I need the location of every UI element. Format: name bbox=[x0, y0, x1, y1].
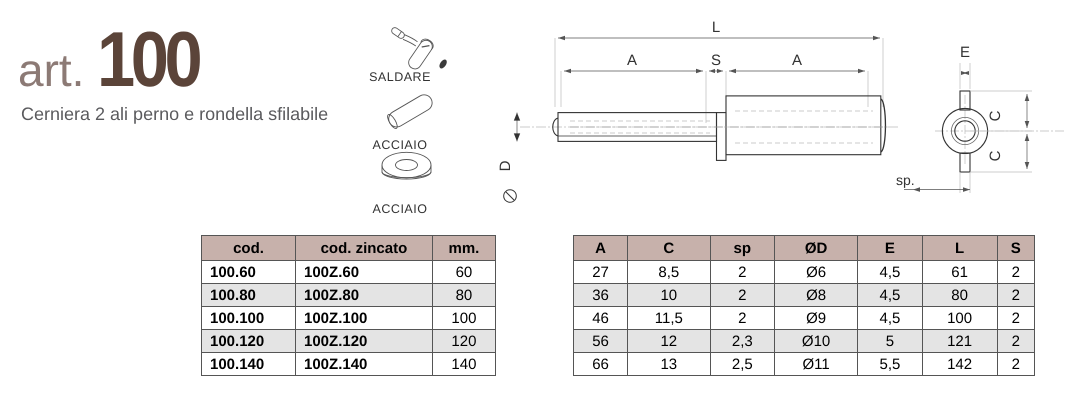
svg-text:sp.: sp. bbox=[896, 172, 915, 188]
svg-text:L: L bbox=[712, 19, 720, 36]
svg-text:A: A bbox=[627, 52, 637, 69]
svg-text:C: C bbox=[987, 150, 1004, 161]
svg-text:A: A bbox=[792, 52, 802, 69]
svg-text:C: C bbox=[987, 110, 1004, 121]
svg-text:E: E bbox=[960, 44, 970, 61]
svg-text:S: S bbox=[711, 52, 721, 69]
svg-text:D: D bbox=[497, 160, 514, 171]
